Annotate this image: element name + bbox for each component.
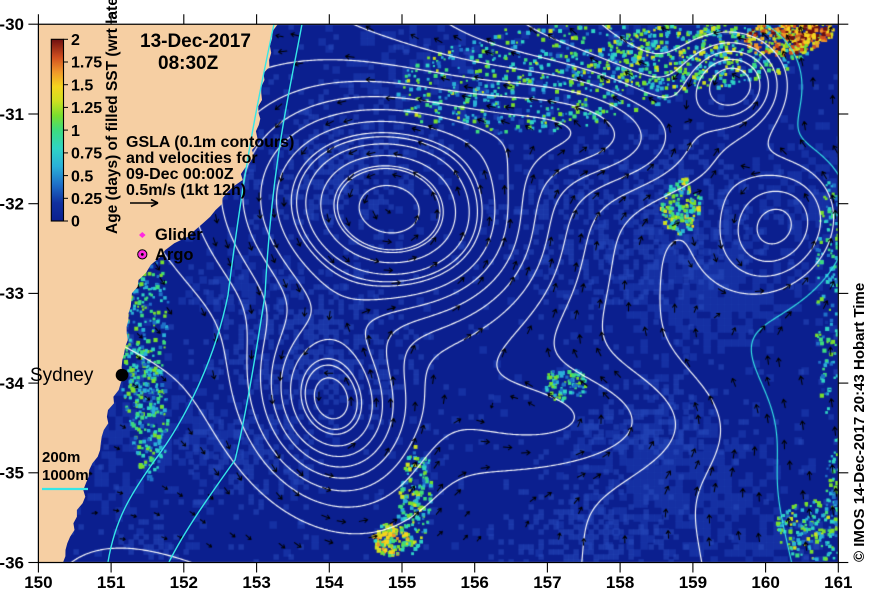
svg-text:154: 154 [315,573,344,592]
svg-text:-36: -36 [0,553,24,572]
svg-text:09-Dec 00:00Z: 09-Dec 00:00Z [126,166,234,183]
svg-text:1000m: 1000m [42,467,89,484]
svg-text:200m: 200m [42,449,80,466]
svg-text:157: 157 [533,573,561,592]
svg-text:GSLA (0.1m contours): GSLA (0.1m contours) [126,134,294,151]
svg-text:150: 150 [24,573,52,592]
svg-text:0.75: 0.75 [71,146,102,163]
svg-text:1.25: 1.25 [71,100,102,117]
svg-text:© IMOS 14-Dec-2017 20:43 Hobar: © IMOS 14-Dec-2017 20:43 Hobart Time [851,283,868,562]
svg-text:161: 161 [824,573,852,592]
svg-text:Argo: Argo [155,246,194,264]
svg-text:-30: -30 [0,15,24,34]
svg-text:151: 151 [97,573,125,592]
svg-text:0.25: 0.25 [71,191,102,208]
svg-text:155: 155 [388,573,416,592]
svg-text:1.5: 1.5 [71,77,93,94]
svg-text:1.75: 1.75 [71,55,102,72]
svg-text:13-Dec-2017: 13-Dec-2017 [140,31,251,52]
svg-text:0.5m/s (1kt 12h): 0.5m/s (1kt 12h) [126,182,246,199]
svg-text:08:30Z: 08:30Z [158,53,219,74]
svg-text:0.5: 0.5 [71,168,93,185]
svg-text:0: 0 [71,214,80,231]
svg-text:Age (days) of filled SST (wrt: Age (days) of filled SST (wrt latest) [104,0,121,234]
svg-text:156: 156 [461,573,489,592]
svg-text:-34: -34 [0,374,25,393]
svg-text:159: 159 [679,573,707,592]
svg-text:153: 153 [242,573,270,592]
svg-text:Sydney: Sydney [30,365,94,386]
svg-text:Glider: Glider [155,226,203,244]
svg-text:1: 1 [71,123,80,140]
svg-text:-32: -32 [0,195,24,214]
svg-text:-31: -31 [0,105,24,124]
svg-text:-35: -35 [0,464,24,483]
svg-text:160: 160 [751,573,779,592]
svg-text:152: 152 [170,573,198,592]
svg-text:158: 158 [606,573,634,592]
svg-text:-33: -33 [0,284,24,303]
svg-text:2: 2 [71,32,80,49]
svg-text:and velocities for: and velocities for [126,150,258,167]
